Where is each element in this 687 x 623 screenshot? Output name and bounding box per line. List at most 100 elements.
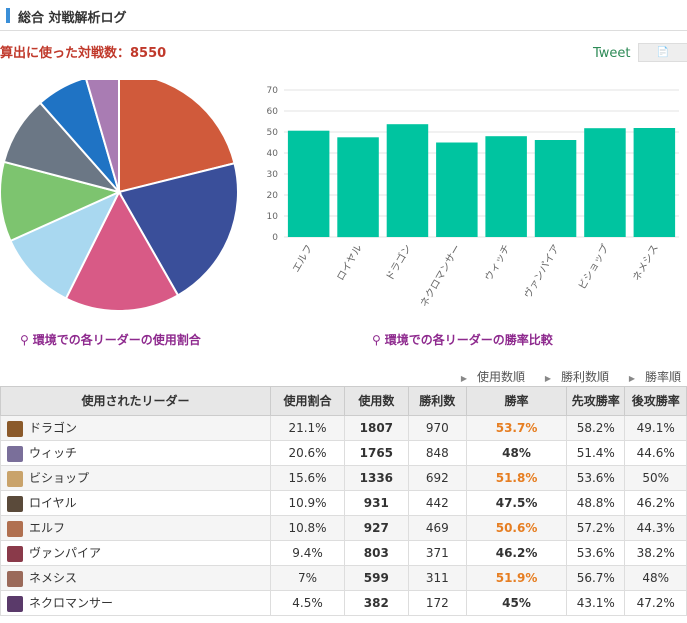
leader-avatar — [7, 520, 23, 537]
tweet-button[interactable]: Tweet — [593, 46, 631, 61]
table-header-row: 使用されたリーダー 使用割合 使用数 勝利数 勝率 先攻勝率 後攻勝率 — [0, 386, 687, 416]
first-winrate-cell: 57.2% — [566, 515, 626, 541]
y-tick-label: 30 — [267, 170, 279, 180]
y-tick-label: 20 — [267, 191, 279, 201]
sort-by-winrate-link[interactable]: ▶ 勝率順 — [628, 370, 681, 384]
winrate-cell: 48% — [465, 440, 568, 466]
leader-cell: ドラゴン — [0, 415, 272, 441]
bar[interactable] — [337, 137, 379, 238]
pie-slice-7[interactable] — [38, 80, 120, 193]
table-row[interactable]: ヴァンパイア 9.4% 803 371 46.2% 53.6% 38.2% — [0, 540, 687, 566]
first-winrate-cell: 51.4% — [566, 440, 626, 466]
share-cell: 7% — [270, 565, 346, 591]
table-row[interactable]: ネメシス 7% 599 311 51.9% 56.7% 48% — [0, 565, 687, 591]
winrate-cell: 51.9% — [465, 565, 568, 591]
leader-name: ネメシス — [29, 571, 78, 586]
pie-caption-text: 環境での各リーダーの使用割合 — [32, 333, 201, 347]
header-accent-bar — [6, 8, 10, 23]
col-header-share[interactable]: 使用割合 — [270, 386, 346, 416]
share-cell: 15.6% — [270, 465, 346, 491]
first-winrate-cell: 43.1% — [566, 590, 626, 616]
pie-slice-2[interactable] — [117, 162, 239, 297]
pie-slice-4[interactable] — [9, 189, 122, 300]
bar[interactable] — [534, 140, 577, 237]
page-header: 総合 対戦解析ログ — [0, 0, 687, 31]
share-cell: 21.1% — [270, 415, 346, 441]
col-header-used[interactable]: 使用数 — [344, 386, 409, 416]
table-row[interactable]: ドラゴン 21.1% 1807 970 53.7% 58.2% 49.1% — [0, 415, 687, 441]
y-tick-label: 60 — [267, 107, 279, 117]
first-winrate-cell: 53.6% — [566, 465, 626, 491]
leader-avatar — [7, 470, 23, 487]
pie-caption: ⚲ 環境での各リーダーの使用割合 — [20, 331, 201, 348]
col-header-leader[interactable]: 使用されたリーダー — [0, 386, 272, 416]
used-cell: 599 — [344, 565, 409, 591]
wins-cell: 442 — [407, 490, 468, 516]
winrate-cell: 47.5% — [465, 490, 568, 516]
x-tick-label: ネメシス — [631, 243, 661, 284]
used-cell: 1807 — [344, 415, 409, 441]
share-cell: 10.9% — [270, 490, 346, 516]
leader-cell: ネメシス — [0, 565, 272, 591]
triangle-right-icon: ▶ — [544, 374, 551, 383]
x-tick-label: エルフ — [291, 243, 316, 274]
bar[interactable] — [584, 128, 626, 237]
used-cell: 382 — [344, 590, 409, 616]
x-tick-label: ドラゴン — [383, 242, 414, 283]
col-header-second-winrate[interactable]: 後攻勝率 — [624, 386, 687, 416]
table-row[interactable]: ウィッチ 20.6% 1765 848 48% 51.4% 44.6% — [0, 440, 687, 466]
first-winrate-cell: 58.2% — [566, 415, 626, 441]
leader-avatar — [7, 495, 23, 512]
x-tick-label: ヴァンパイア — [521, 242, 562, 300]
triangle-right-icon: ▶ — [628, 374, 635, 383]
leader-avatar — [7, 595, 23, 612]
second-winrate-cell: 46.2% — [624, 490, 687, 516]
sort-by-wins-link[interactable]: ▶ 勝利数順 — [544, 370, 609, 384]
map-pin-icon: ⚲ — [372, 333, 381, 347]
y-tick-label: 10 — [267, 212, 279, 222]
pie-slice-1[interactable] — [118, 80, 236, 194]
second-winrate-cell: 50% — [624, 465, 687, 491]
winrate-cell: 53.7% — [465, 415, 568, 441]
first-winrate-cell: 56.7% — [566, 565, 626, 591]
x-tick-label: ネクロマンサー — [418, 242, 463, 309]
triangle-right-icon: ▶ — [460, 374, 467, 383]
second-winrate-cell: 47.2% — [624, 590, 687, 616]
wins-cell: 970 — [407, 415, 468, 441]
bar-caption: ⚲ 環境での各リーダーの勝率比較 — [372, 331, 553, 348]
leader-avatar — [7, 445, 23, 462]
bar-caption-text: 環境での各リーダーの勝率比較 — [384, 333, 553, 347]
bar[interactable] — [386, 124, 429, 237]
bar[interactable] — [633, 128, 676, 237]
document-icon[interactable]: 📄 — [638, 43, 687, 62]
first-winrate-cell: 48.8% — [566, 490, 626, 516]
table-row[interactable]: ロイヤル 10.9% 931 442 47.5% 48.8% 46.2% — [0, 490, 687, 516]
sort-by-usage-link[interactable]: ▶ 使用数順 — [460, 370, 525, 384]
pie-slice-3[interactable] — [64, 189, 180, 310]
table-row[interactable]: エルフ 10.8% 927 469 50.6% 57.2% 44.3% — [0, 515, 687, 541]
used-cell: 1336 — [344, 465, 409, 491]
bar[interactable] — [287, 130, 330, 237]
y-tick-label: 40 — [267, 149, 279, 159]
share-cell: 10.8% — [270, 515, 346, 541]
bar[interactable] — [485, 136, 527, 237]
bar[interactable] — [436, 142, 478, 238]
leader-name: エルフ — [29, 521, 66, 536]
wins-cell: 848 — [407, 440, 468, 466]
table-row[interactable]: ネクロマンサー 4.5% 382 172 45% 43.1% 47.2% — [0, 590, 687, 616]
table-row[interactable]: ビショップ 15.6% 1336 692 51.8% 53.6% 50% — [0, 465, 687, 491]
pie-slice-5[interactable] — [0, 160, 122, 243]
col-header-winrate[interactable]: 勝率 — [465, 386, 568, 416]
leader-cell: ロイヤル — [0, 490, 272, 516]
leader-name: ロイヤル — [29, 496, 77, 511]
col-header-first-winrate[interactable]: 先攻勝率 — [566, 386, 626, 416]
leader-name: ネクロマンサー — [29, 596, 114, 611]
leader-cell: ビショップ — [0, 465, 272, 491]
pie-slice-8[interactable] — [85, 80, 120, 193]
winrate-cell: 50.6% — [465, 515, 568, 541]
used-cell: 927 — [344, 515, 409, 541]
y-tick-label: 70 — [267, 86, 279, 96]
col-header-wins[interactable]: 勝利数 — [407, 386, 468, 416]
leader-stats-table: 使用されたリーダー 使用割合 使用数 勝利数 勝率 先攻勝率 後攻勝率 ドラゴン… — [0, 386, 687, 616]
y-tick-label: 50 — [267, 128, 279, 138]
